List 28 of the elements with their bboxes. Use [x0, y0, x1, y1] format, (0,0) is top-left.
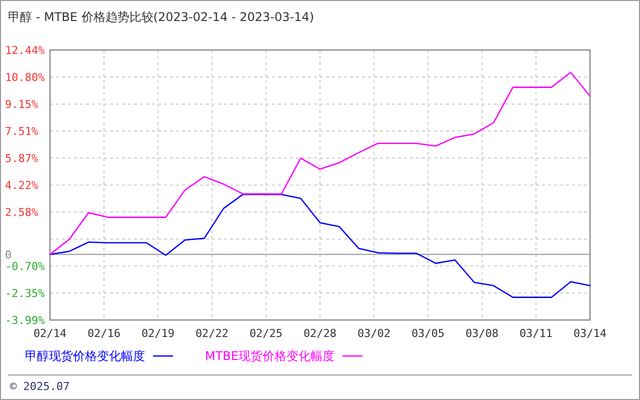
y-tick-label: 4.22%	[5, 179, 38, 192]
y-tick-label: 10.80%	[5, 70, 46, 84]
y-tick-label: -0.70%	[5, 260, 46, 273]
y-tick-label: 0	[5, 248, 12, 262]
line-series	[49, 194, 591, 298]
x-tick-label: 02/14	[33, 327, 67, 340]
legend-label: 甲醇现货价格变化幅度	[25, 349, 145, 363]
x-tick-label: 03/14	[573, 327, 607, 340]
y-tick-label: -3.99%	[5, 314, 46, 327]
y-tick-label: 7.51%	[5, 125, 38, 138]
text: © 2025.07	[10, 380, 70, 393]
x-tick-label: 02/16	[87, 327, 121, 340]
x-tick-label: 03/11	[519, 327, 553, 340]
x-tick-label: 02/28	[303, 327, 337, 340]
y-tick-label: 2.58%	[5, 206, 38, 220]
y-tick-label: 5.87%	[5, 152, 38, 165]
x-tick-label: 03/02	[357, 327, 391, 340]
line-series	[49, 72, 591, 256]
legend-label: MTBE现货价格变化幅度	[205, 349, 334, 363]
x-tick-label: 02/22	[195, 327, 229, 340]
x-tick-label: 02/25	[249, 327, 283, 340]
chart-title: 甲醇 - MTBE 价格趋势比较(2023-02-14 - 2023-03-14)	[8, 10, 314, 24]
y-tick-label: -2.35%	[5, 287, 46, 300]
x-tick-label: 03/08	[465, 327, 499, 340]
y-tick-label: 9.15%	[5, 98, 38, 112]
x-tick-label: 03/05	[411, 327, 445, 340]
x-tick-label: 02/19	[141, 327, 175, 340]
y-tick-label: 12.44%	[5, 44, 46, 57]
